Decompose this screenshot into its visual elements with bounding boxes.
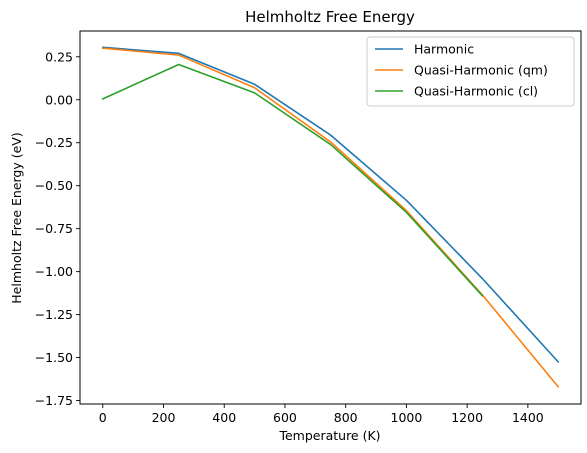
y-axis-label: Helmholtz Free Energy (eV) bbox=[9, 132, 24, 303]
series-line-3 bbox=[101, 63, 484, 297]
x-axis-ticks: 0 200 400 600 800 1000 1200 1400 bbox=[99, 404, 544, 425]
chart-title: Helmholtz Free Energy bbox=[245, 8, 415, 26]
x-tick-label: 400 bbox=[212, 410, 236, 425]
y-tick-label: 0.00 bbox=[45, 92, 73, 107]
legend-label-3: Quasi-Harmonic (cl) bbox=[414, 84, 538, 99]
y-tick-label: −0.25 bbox=[35, 135, 73, 150]
y-tick-label: −1.25 bbox=[35, 307, 73, 322]
plot-frame bbox=[79, 30, 582, 405]
y-tick-label: −0.50 bbox=[35, 178, 73, 193]
legend: Harmonic Quasi-Harmonic (qm) Quasi-Harmoni… bbox=[366, 36, 575, 107]
y-tick-label: −0.75 bbox=[35, 221, 73, 236]
x-tick-label: 1400 bbox=[512, 410, 544, 425]
y-tick-label: −1.50 bbox=[35, 350, 73, 365]
x-tick-label: 1200 bbox=[451, 410, 483, 425]
y-axis-ticks: 0.25 0.00 −0.25 −0.50 −0.75 −1.00 −1.25 −1.50 −1… bbox=[35, 49, 80, 408]
plot-series bbox=[101, 46, 560, 388]
y-tick-label: −1.00 bbox=[35, 264, 73, 279]
legend-box bbox=[366, 36, 575, 107]
legend-entries: Harmonic Quasi-Harmonic (qm) Quasi-Harmoni… bbox=[375, 42, 548, 99]
series-line-1 bbox=[101, 46, 560, 364]
x-tick-label: 600 bbox=[273, 410, 297, 425]
legend-label-1: Harmonic bbox=[414, 42, 474, 57]
x-tick-label: 200 bbox=[152, 410, 176, 425]
y-tick-label: −1.75 bbox=[35, 393, 73, 408]
x-tick-label: 0 bbox=[99, 410, 107, 425]
x-axis-label: Temperature (K) bbox=[278, 428, 380, 443]
legend-label-2: Quasi-Harmonic (qm) bbox=[414, 63, 548, 78]
x-tick-label: 1000 bbox=[391, 410, 423, 425]
x-tick-label: 800 bbox=[334, 410, 358, 425]
y-tick-label: 0.25 bbox=[45, 49, 73, 64]
